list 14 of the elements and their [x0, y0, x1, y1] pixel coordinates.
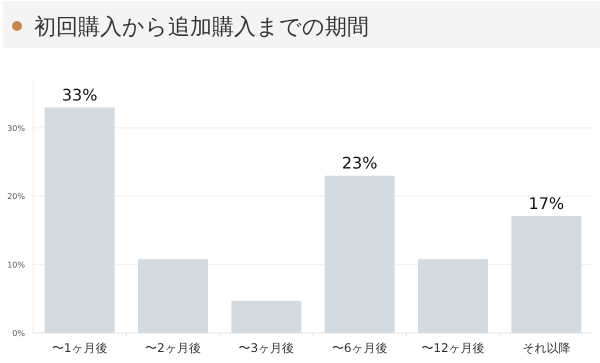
- y-tick-label: 20%: [7, 192, 26, 202]
- x-tick-label: それ以降: [522, 341, 570, 355]
- y-tick-label: 0%: [12, 329, 26, 338]
- title: 初回購入から追加購入までの期間: [34, 15, 369, 40]
- x-tick-label: 〜2ヶ月後: [145, 341, 201, 355]
- x-tick-label: 〜3ヶ月後: [238, 341, 294, 355]
- x-tick-label: 〜12ヶ月後: [421, 341, 485, 355]
- x-tick-label: 〜6ヶ月後: [332, 341, 388, 355]
- y-tick-label: 30%: [7, 124, 26, 133]
- x-tick-label: 〜1ヶ月後: [52, 341, 108, 355]
- data-label: 17%: [528, 194, 564, 214]
- data-label: 23%: [342, 154, 378, 173]
- data-label: 33%: [62, 85, 98, 104]
- y-tick-label: 10%: [7, 260, 26, 270]
